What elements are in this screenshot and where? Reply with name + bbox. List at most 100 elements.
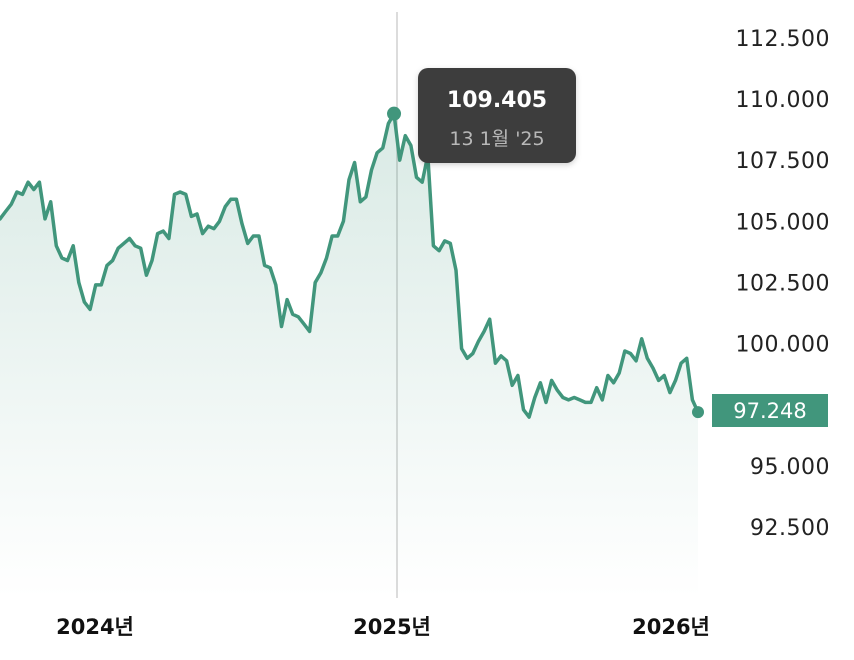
data-point[interactable] <box>466 357 469 360</box>
data-point[interactable] <box>173 193 176 196</box>
data-point[interactable] <box>27 181 30 184</box>
data-point[interactable] <box>106 264 109 267</box>
data-point[interactable] <box>567 398 570 401</box>
data-point[interactable] <box>550 379 553 382</box>
data-point[interactable] <box>117 247 120 250</box>
data-point[interactable] <box>89 308 92 311</box>
data-point[interactable] <box>584 401 587 404</box>
data-point[interactable] <box>460 347 463 350</box>
data-point[interactable] <box>4 210 7 213</box>
data-point[interactable] <box>635 359 638 362</box>
data-point[interactable] <box>612 381 615 384</box>
data-point[interactable] <box>128 237 131 240</box>
data-point[interactable] <box>483 330 486 333</box>
data-point[interactable] <box>348 178 351 181</box>
data-point[interactable] <box>432 244 435 247</box>
data-point[interactable] <box>561 396 564 399</box>
data-point[interactable] <box>663 374 666 377</box>
data-point[interactable] <box>477 340 480 343</box>
data-point[interactable] <box>297 315 300 318</box>
data-point[interactable] <box>398 159 401 162</box>
data-point[interactable] <box>100 283 103 286</box>
data-point[interactable] <box>516 374 519 377</box>
data-point[interactable] <box>72 244 75 247</box>
data-point[interactable] <box>49 200 52 203</box>
data-point[interactable] <box>269 266 272 269</box>
data-point[interactable] <box>201 232 204 235</box>
data-point[interactable] <box>629 352 632 355</box>
data-point[interactable] <box>263 264 266 267</box>
data-point[interactable] <box>60 257 63 260</box>
data-point[interactable] <box>668 391 671 394</box>
data-point[interactable] <box>545 401 548 404</box>
data-point[interactable] <box>77 281 80 284</box>
data-point[interactable] <box>331 235 334 238</box>
data-point[interactable] <box>528 416 531 419</box>
data-point[interactable] <box>646 357 649 360</box>
data-point[interactable] <box>488 318 491 321</box>
data-point[interactable] <box>657 379 660 382</box>
data-point[interactable] <box>404 134 407 137</box>
data-point[interactable] <box>66 259 69 262</box>
data-point[interactable] <box>590 401 593 404</box>
data-point[interactable] <box>229 198 232 201</box>
data-point[interactable] <box>224 205 227 208</box>
data-point[interactable] <box>359 200 362 203</box>
data-point[interactable] <box>556 389 559 392</box>
data-point[interactable] <box>32 188 35 191</box>
data-point[interactable] <box>167 237 170 240</box>
data-point[interactable] <box>291 313 294 316</box>
data-point[interactable] <box>83 301 86 304</box>
data-point[interactable] <box>325 257 328 260</box>
data-point[interactable] <box>184 193 187 196</box>
data-point[interactable] <box>674 379 677 382</box>
data-point[interactable] <box>381 146 384 149</box>
data-point[interactable] <box>455 269 458 272</box>
data-point[interactable] <box>415 176 418 179</box>
data-point[interactable] <box>207 225 210 228</box>
data-point[interactable] <box>336 235 339 238</box>
data-point[interactable] <box>494 362 497 365</box>
data-point[interactable] <box>139 247 142 250</box>
data-point[interactable] <box>179 191 182 194</box>
data-point[interactable] <box>376 151 379 154</box>
data-point[interactable] <box>623 350 626 353</box>
data-point[interactable] <box>10 203 13 206</box>
data-point[interactable] <box>44 217 47 220</box>
data-point[interactable] <box>151 259 154 262</box>
data-point[interactable] <box>539 381 542 384</box>
data-point[interactable] <box>353 161 356 164</box>
data-point[interactable] <box>246 242 249 245</box>
data-point[interactable] <box>15 191 18 194</box>
data-point[interactable] <box>573 396 576 399</box>
data-point[interactable] <box>252 235 255 238</box>
data-point[interactable] <box>522 408 525 411</box>
data-point[interactable] <box>257 235 260 238</box>
data-point[interactable] <box>156 232 159 235</box>
data-point[interactable] <box>601 398 604 401</box>
data-point[interactable] <box>190 215 193 218</box>
data-point[interactable] <box>303 323 306 326</box>
data-point[interactable] <box>134 244 137 247</box>
data-point[interactable] <box>235 198 238 201</box>
data-point[interactable] <box>314 281 317 284</box>
data-point[interactable] <box>308 330 311 333</box>
data-point[interactable] <box>94 283 97 286</box>
data-point[interactable] <box>218 220 221 223</box>
data-point[interactable] <box>145 274 148 277</box>
data-point[interactable] <box>578 398 581 401</box>
data-point[interactable] <box>640 337 643 340</box>
data-point[interactable] <box>533 396 536 399</box>
hover-point-marker[interactable] <box>387 106 402 121</box>
data-point[interactable] <box>652 367 655 370</box>
data-point[interactable] <box>274 283 277 286</box>
data-point[interactable] <box>319 271 322 274</box>
data-point[interactable] <box>505 359 508 362</box>
data-point[interactable] <box>364 195 367 198</box>
data-point[interactable] <box>241 222 244 225</box>
data-point[interactable] <box>370 169 373 172</box>
data-point[interactable] <box>280 325 283 328</box>
data-point[interactable] <box>162 230 165 233</box>
data-point[interactable] <box>38 181 41 184</box>
